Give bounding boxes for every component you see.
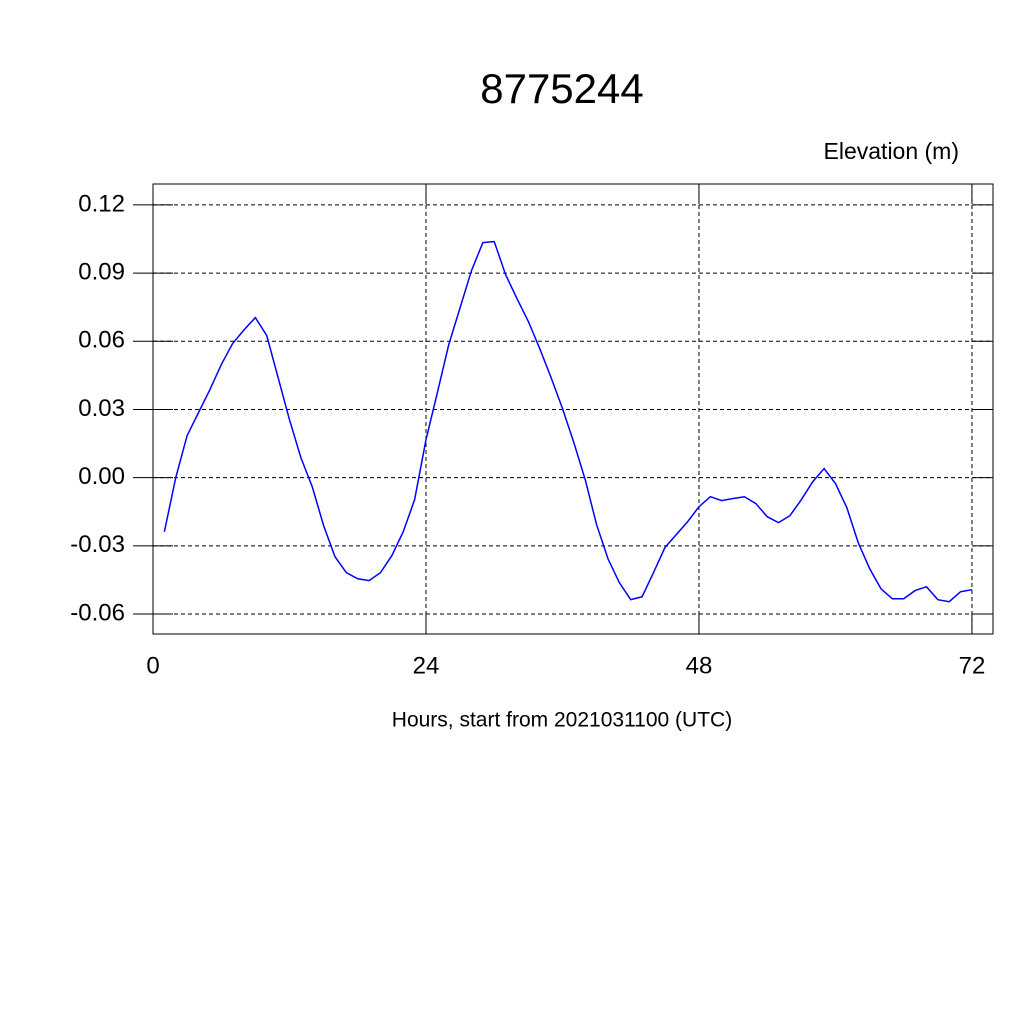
y-tick-label: 0.03 xyxy=(78,395,125,422)
y-tick-label: -0.06 xyxy=(70,599,125,626)
x-tick-label: 48 xyxy=(686,652,713,679)
y-axis-label: Elevation (m) xyxy=(824,138,959,164)
y-tick-label: -0.03 xyxy=(70,531,125,558)
chart-title: 8775244 xyxy=(480,65,644,112)
y-tick-label: 0.00 xyxy=(78,463,125,490)
y-tick-label: 0.09 xyxy=(78,258,125,285)
data-line xyxy=(163,240,973,603)
y-tick-label: 0.12 xyxy=(78,190,125,217)
y-tick-label: 0.06 xyxy=(78,327,125,354)
plot-frame xyxy=(152,183,994,635)
x-tick-label: 0 xyxy=(146,652,159,679)
x-tick-label: 24 xyxy=(413,652,440,679)
x-axis-label: Hours, start from 2021031100 (UTC) xyxy=(392,709,732,732)
x-tick-label: 72 xyxy=(959,652,986,679)
